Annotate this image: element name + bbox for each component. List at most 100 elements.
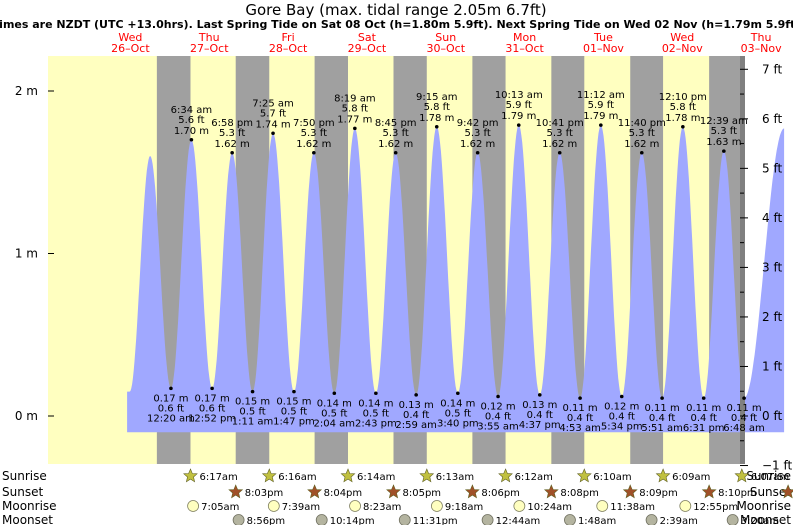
day-date-label: 31–Oct xyxy=(505,42,544,55)
low-tide-feet: 0.5 ft xyxy=(321,408,347,419)
low-tide-metres: 0.13 m xyxy=(399,400,434,411)
high-tide-metres: 1.62 m xyxy=(542,139,577,150)
sunset-icon xyxy=(307,484,323,499)
moonset-icon xyxy=(232,514,245,526)
day-name-label: Wed xyxy=(670,31,694,44)
low-tide-feet: 0.5 ft xyxy=(239,407,265,418)
sunset-time: 8:08pm xyxy=(560,488,599,499)
chart-subtitle: Times are NZDT (UTC +13.0hrs). Last Spri… xyxy=(0,18,793,31)
high-tide-feet: 5.8 ft xyxy=(342,103,368,114)
low-tide-time: 12:20 am xyxy=(147,413,195,424)
tide-area xyxy=(127,125,785,433)
moonrise-icon xyxy=(679,500,692,512)
astro-row-label-right: Moonset xyxy=(740,513,791,525)
high-tide-metres: 1.70 m xyxy=(174,126,209,137)
low-tide-time: 12:52 pm xyxy=(188,413,236,424)
high-tide-feet: 5.8 ft xyxy=(424,102,450,113)
high-tide-point xyxy=(393,150,398,155)
high-tide-metres: 1.62 m xyxy=(296,139,331,150)
high-tide-feet: 5.3 ft xyxy=(711,126,737,137)
astro-row-label: Moonset xyxy=(2,513,53,525)
low-tide-time: 5:34 pm xyxy=(601,422,643,433)
high-tide-point xyxy=(557,150,562,155)
sunrise-time: 6:17am xyxy=(199,472,237,483)
low-tide-feet: 0.4 ft xyxy=(609,412,635,423)
low-tide-feet: 0.4 ft xyxy=(731,413,757,424)
moonrise-time: 7:05am xyxy=(201,502,239,513)
chart-title: Gore Bay (max. tidal range 2.05m 6.7ft) xyxy=(245,1,546,19)
day-date-label: 26–Oct xyxy=(111,42,150,55)
high-tide-point xyxy=(230,150,234,155)
right-tick-label: 4 ft xyxy=(762,211,782,225)
low-tide-time: 5:51 am xyxy=(641,423,683,434)
high-tide-feet: 5.3 ft xyxy=(629,128,655,139)
low-tide-metres: 0.14 m xyxy=(440,398,475,409)
sunrise-time: 6:16am xyxy=(278,472,316,483)
low-tide-time: 1:47 pm xyxy=(273,417,315,428)
day-date-label: 27–Oct xyxy=(190,42,229,55)
low-tide-point xyxy=(414,393,418,397)
high-tide-time: 11:40 pm xyxy=(618,118,666,129)
high-tide-point xyxy=(639,150,644,155)
low-tide-feet: 0.4 ft xyxy=(485,412,511,423)
high-tide-point xyxy=(599,123,603,127)
low-tide-time: 6:48 am xyxy=(723,423,765,434)
moonset-time: 11:31pm xyxy=(413,516,458,525)
sunrise-time: 6:09am xyxy=(672,472,710,483)
sunrise-icon xyxy=(498,468,513,483)
high-tide-point xyxy=(353,126,357,131)
sunset-time: 8:03pm xyxy=(245,488,284,499)
moonrise-time: 8:23am xyxy=(363,502,401,513)
sunset-icon xyxy=(622,484,638,499)
high-tide-feet: 5.9 ft xyxy=(588,100,614,111)
sunset-icon xyxy=(228,484,244,499)
low-tide-time: 6:31 pm xyxy=(683,423,725,434)
low-tide-point xyxy=(169,386,173,391)
moonset-icon xyxy=(315,514,328,526)
right-tick-label: 2 ft xyxy=(762,310,782,324)
day-date-label: 03–Nov xyxy=(741,42,782,55)
high-tide-point xyxy=(189,137,194,142)
high-tide-time: 7:50 pm xyxy=(293,118,335,129)
day-name-label: Fri xyxy=(282,31,295,44)
high-tide-time: 7:25 am xyxy=(252,98,294,109)
sunset-icon xyxy=(386,484,401,499)
sunrise-icon xyxy=(734,468,750,483)
moonset-time: 12:44am xyxy=(496,516,541,525)
low-tide-point xyxy=(701,396,706,400)
high-tide-time: 9:42 pm xyxy=(457,118,499,129)
moonset-icon xyxy=(726,514,739,526)
astro-row-label-right: Sunset xyxy=(750,485,791,499)
low-tide-point xyxy=(578,396,582,400)
low-tide-time: 2:43 pm xyxy=(355,418,397,429)
astro-row-label: Moonrise xyxy=(2,499,57,513)
low-tide-metres: 0.17 m xyxy=(195,393,230,404)
moonrise-icon xyxy=(349,500,361,512)
low-tide-metres: 0.12 m xyxy=(480,402,515,413)
sunrise-time: 6:12am xyxy=(515,472,553,483)
low-tide-time: 2:04 am xyxy=(314,418,356,429)
moonset-icon xyxy=(481,514,494,526)
right-tick-label: −1 ft xyxy=(762,459,793,473)
sunset-time: 8:06pm xyxy=(481,488,520,499)
high-tide-time: 12:39 am xyxy=(700,116,748,127)
low-tide-metres: 0.13 m xyxy=(522,400,557,411)
high-tide-metres: 1.79 m xyxy=(583,111,618,122)
low-tide-feet: 0.4 ft xyxy=(403,410,429,421)
high-tide-metres: 1.77 m xyxy=(337,114,372,125)
astro-row-label: Sunrise xyxy=(2,469,47,483)
low-tide-point xyxy=(332,391,337,396)
high-tide-feet: 5.3 ft xyxy=(464,128,490,139)
day-name-label: Tue xyxy=(593,31,613,44)
low-tide-metres: 0.11 m xyxy=(562,403,597,414)
moonset-time: 10:14pm xyxy=(330,516,375,525)
right-axis-bar xyxy=(740,56,745,464)
high-tide-feet: 5.3 ft xyxy=(547,128,573,139)
left-tick-label: 0 m xyxy=(15,409,38,423)
moonrise-time: 10:24am xyxy=(527,502,572,513)
low-tide-metres: 0.11 m xyxy=(686,403,721,414)
low-tide-point xyxy=(456,391,460,396)
low-tide-metres: 0.15 m xyxy=(276,397,311,408)
high-tide-metres: 1.63 m xyxy=(706,137,741,148)
